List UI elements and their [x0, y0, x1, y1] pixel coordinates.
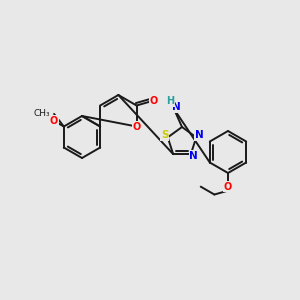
Text: S: S	[161, 130, 169, 140]
Text: H: H	[166, 96, 174, 106]
Text: CH₃: CH₃	[33, 109, 50, 118]
Text: O: O	[224, 182, 232, 192]
Text: N: N	[172, 102, 180, 112]
Text: N: N	[195, 130, 204, 140]
Text: N: N	[189, 151, 198, 161]
Text: O: O	[150, 95, 158, 106]
Text: O: O	[50, 116, 58, 126]
Text: O: O	[132, 122, 141, 131]
